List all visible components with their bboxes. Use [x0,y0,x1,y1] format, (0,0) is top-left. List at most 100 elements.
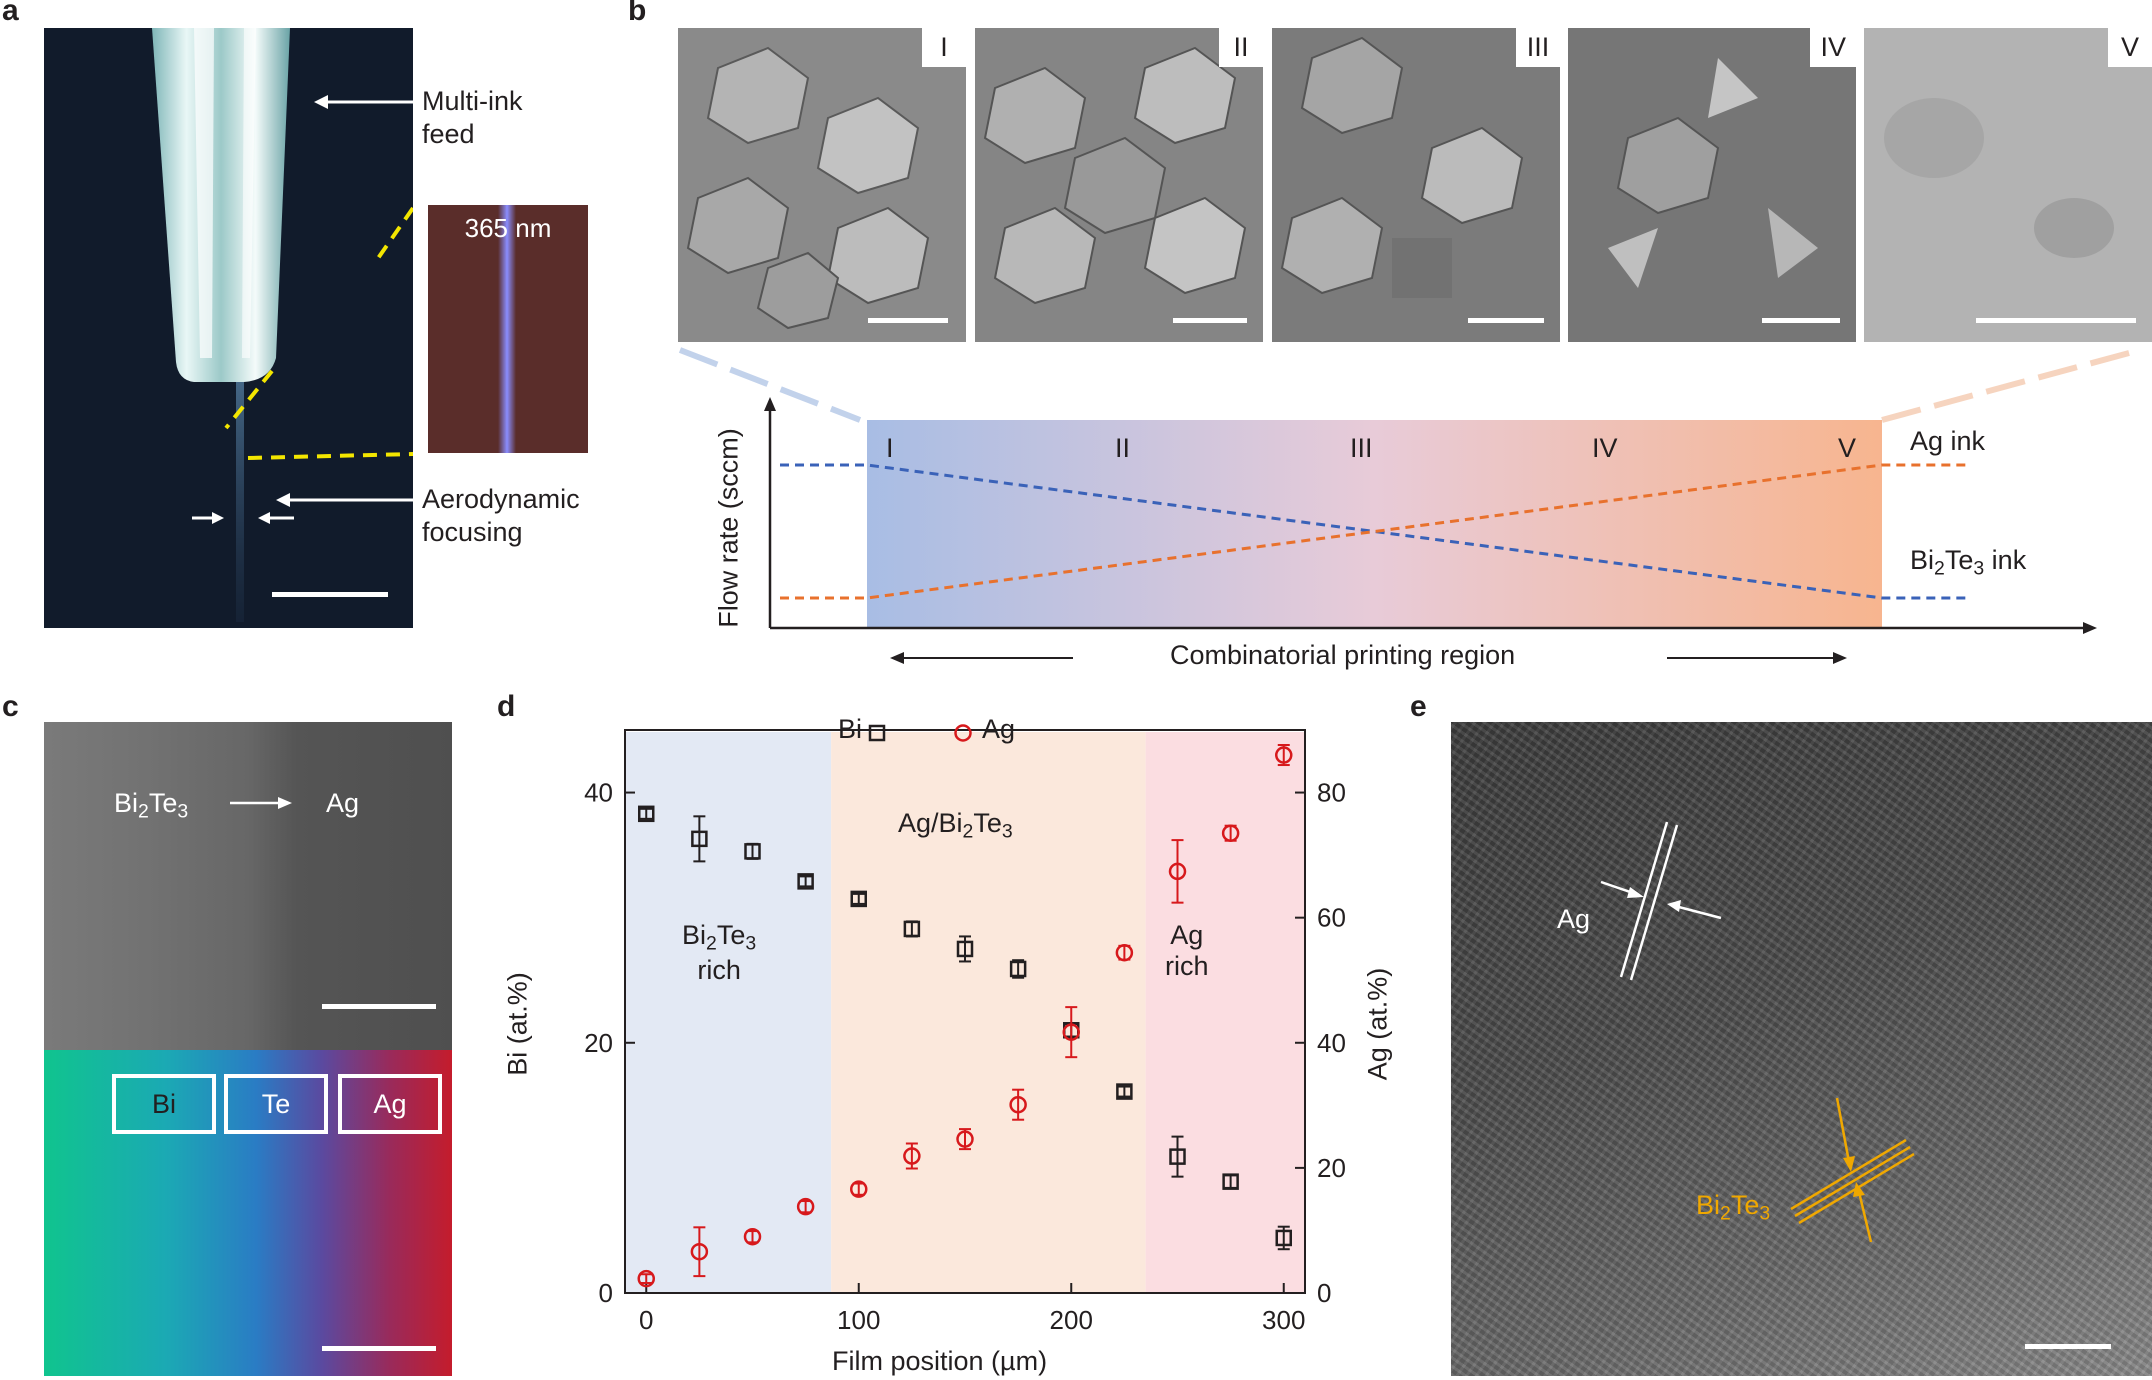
chart-marks [637,744,1293,1288]
focus-label-line2: focusing [422,517,523,547]
ag-target-label: Ag [326,788,360,818]
focus-label-line1: Aerodynamic [422,484,580,514]
sem-image-4: IV [1568,28,1856,342]
region-label-1: I [886,433,894,463]
eds-map: Bi Te Ag [44,1050,452,1376]
region-band [831,732,1146,1293]
x-tick-label: 200 [1050,1305,1093,1335]
x-tick-label: 0 [639,1305,653,1335]
sem-tag-2: II [1219,28,1263,67]
legend-ag-label: Ag [373,1089,407,1119]
nozzle-illustration [152,28,413,622]
scale-bar [1173,318,1247,323]
y-right-tick-label: 20 [1317,1153,1346,1183]
bi-point [1009,960,1027,978]
inset-wavelength-label: 365 nm [464,213,552,243]
y-left-tick-label: 0 [599,1278,613,1308]
ag-point [1009,1095,1027,1114]
uv-inset: 365 nm [428,205,588,453]
ag-point [637,1269,655,1288]
legend-bi-marker [868,724,886,742]
region-label-mixed: Ag/Bi2Te3 [898,808,1013,843]
printing-region-label: Combinatorial printing region [1170,640,1516,670]
scale-bar [1762,318,1840,323]
bite-ink-label: Bi2Te3 ink [1910,545,2027,580]
ag-ink-label: Ag ink [1910,426,1986,456]
ag-point [903,1147,921,1165]
panel-label-e: e [1410,690,1427,723]
x-tick-label: 100 [837,1305,880,1335]
right-arrow [230,797,292,809]
sem-tag-3: III [1516,28,1560,67]
flow-rate-diagram [678,347,2141,664]
feed-label-line1: Multi-ink [422,86,523,116]
panel-a-arrows [300,95,418,502]
bi-point [850,890,867,908]
y-right-tick-label: 40 [1317,1028,1346,1058]
sem-tag-1: I [922,28,966,67]
chart-ticks: 0 100 200 300 0 20 40 0 20 40 60 80 [584,778,1346,1335]
scale-bar [322,1346,436,1351]
region-label-bite-rich: Bi2Te3 rich [682,920,757,986]
ag-point [1168,862,1187,881]
ag-point [956,1130,974,1148]
bi-point [744,843,761,860]
scale-bar [1468,318,1544,323]
bi-point [691,830,708,848]
legend-te-label: Te [261,1089,291,1119]
region-band [1145,732,1305,1293]
y-left-tick-label: 20 [584,1028,613,1058]
bi-point [956,940,974,958]
region-label-2: II [1115,433,1131,463]
scale-bar-a [272,592,388,597]
sem-image-1: I [678,28,966,342]
sem-image-3: III [1272,28,1560,342]
ag-point [850,1180,868,1198]
ag-point [1221,824,1240,842]
legend-bi: Bi [112,1074,216,1134]
ag-point [796,1197,815,1216]
scale-bar [1976,318,2136,323]
bi-point [797,873,814,890]
bite-lattice-label: Bi2Te3 [1696,1190,1771,1225]
sem-tag-5: V [2108,28,2152,67]
ag-point [1115,943,1134,962]
chart-legend [868,724,972,742]
combinatorial-region [867,420,1882,628]
legend-te: Te [224,1074,328,1134]
plot-frame [624,729,1306,1294]
sem-gradient-image: Bi2Te3 Ag [44,722,452,1050]
scale-bar [322,1004,436,1009]
bi-point [1275,1229,1292,1247]
x-tick-label: 300 [1262,1305,1305,1335]
sem-image-2: II [975,28,1263,342]
feed-label-line2: feed [422,119,475,149]
scale-bar-e [2025,1344,2111,1349]
ag-point [690,1242,709,1261]
chart-xlabel: Film position (µm) [832,1346,1048,1376]
panel-label-c: c [2,690,19,723]
legend-ag: Ag [338,1074,442,1134]
ag-point [1062,1023,1080,1041]
ag-lattice-label: Ag [1557,904,1591,934]
legend-bi-label: Bi [151,1089,176,1119]
region-label-3: III [1350,433,1373,463]
bi-point [1169,1148,1186,1165]
legend-bi-text: Bi [838,714,863,744]
chart-ylabel-right: Ag (at.%) [1362,967,1393,1081]
bite-label: Bi2Te3 [114,788,189,823]
bi-point [1222,1173,1239,1190]
bi-point [903,920,921,938]
y-right-tick-label: 60 [1317,903,1346,933]
chart-regions [625,732,1305,1293]
y-right-tick-label: 0 [1317,1278,1331,1308]
panel-label-a: a [2,0,19,27]
region-band [625,732,832,1293]
ag-point [743,1227,762,1246]
legend-ag-marker [954,724,972,742]
chart-ylabel-left: Bi (at.%) [502,972,533,1076]
region-label-4: IV [1592,433,1618,463]
panel-a-photo [44,28,413,628]
sem-image-5: V [1864,28,2152,342]
bi-point [1116,1083,1133,1100]
